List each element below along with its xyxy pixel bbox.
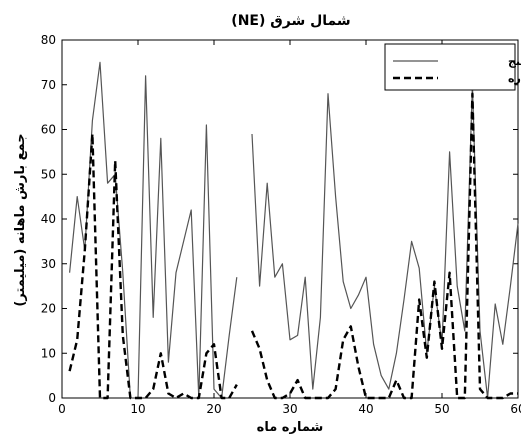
plot-frame (61, 39, 519, 399)
x-tick-label: 0 (58, 402, 66, 416)
y-tick-label: 0 (48, 391, 56, 405)
legend-box (384, 43, 516, 91)
y-tick-label: 10 (41, 346, 56, 360)
legend-label-dashed: ماهواره (508, 72, 521, 85)
series-line-satellite (68, 92, 518, 400)
x-tick-label: 60 (510, 402, 521, 416)
x-tick-label: 10 (130, 402, 145, 416)
legend: باراسنج ماهواره (384, 43, 521, 91)
legend-label-solid: باراسنج (508, 55, 521, 68)
chart-title: شمال شرق (NE) (231, 13, 350, 29)
series-lines (68, 61, 519, 400)
x-axis-label: شماره ماه (257, 420, 324, 435)
x-tick-label: 50 (434, 402, 449, 416)
y-tick-label: 30 (41, 257, 56, 271)
x-tick-label: 40 (358, 402, 373, 416)
y-tick-label: 40 (41, 212, 56, 226)
series-line-gauge (69, 61, 519, 399)
x-tick-label: 20 (206, 402, 221, 416)
axis-ticks: 0 10 20 30 40 50 60 0 10 20 30 40 50 60 70 80 (41, 33, 521, 416)
y-tick-label: 60 (41, 123, 56, 137)
y-axis-label: جمع بارش ماهانه (میلیمتر) (13, 133, 28, 306)
y-tick-label: 20 (41, 302, 56, 316)
y-tick-label: 50 (41, 167, 56, 181)
y-tick-label: 70 (41, 78, 56, 92)
y-tick-label: 80 (41, 33, 56, 47)
x-tick-label: 30 (282, 402, 297, 416)
